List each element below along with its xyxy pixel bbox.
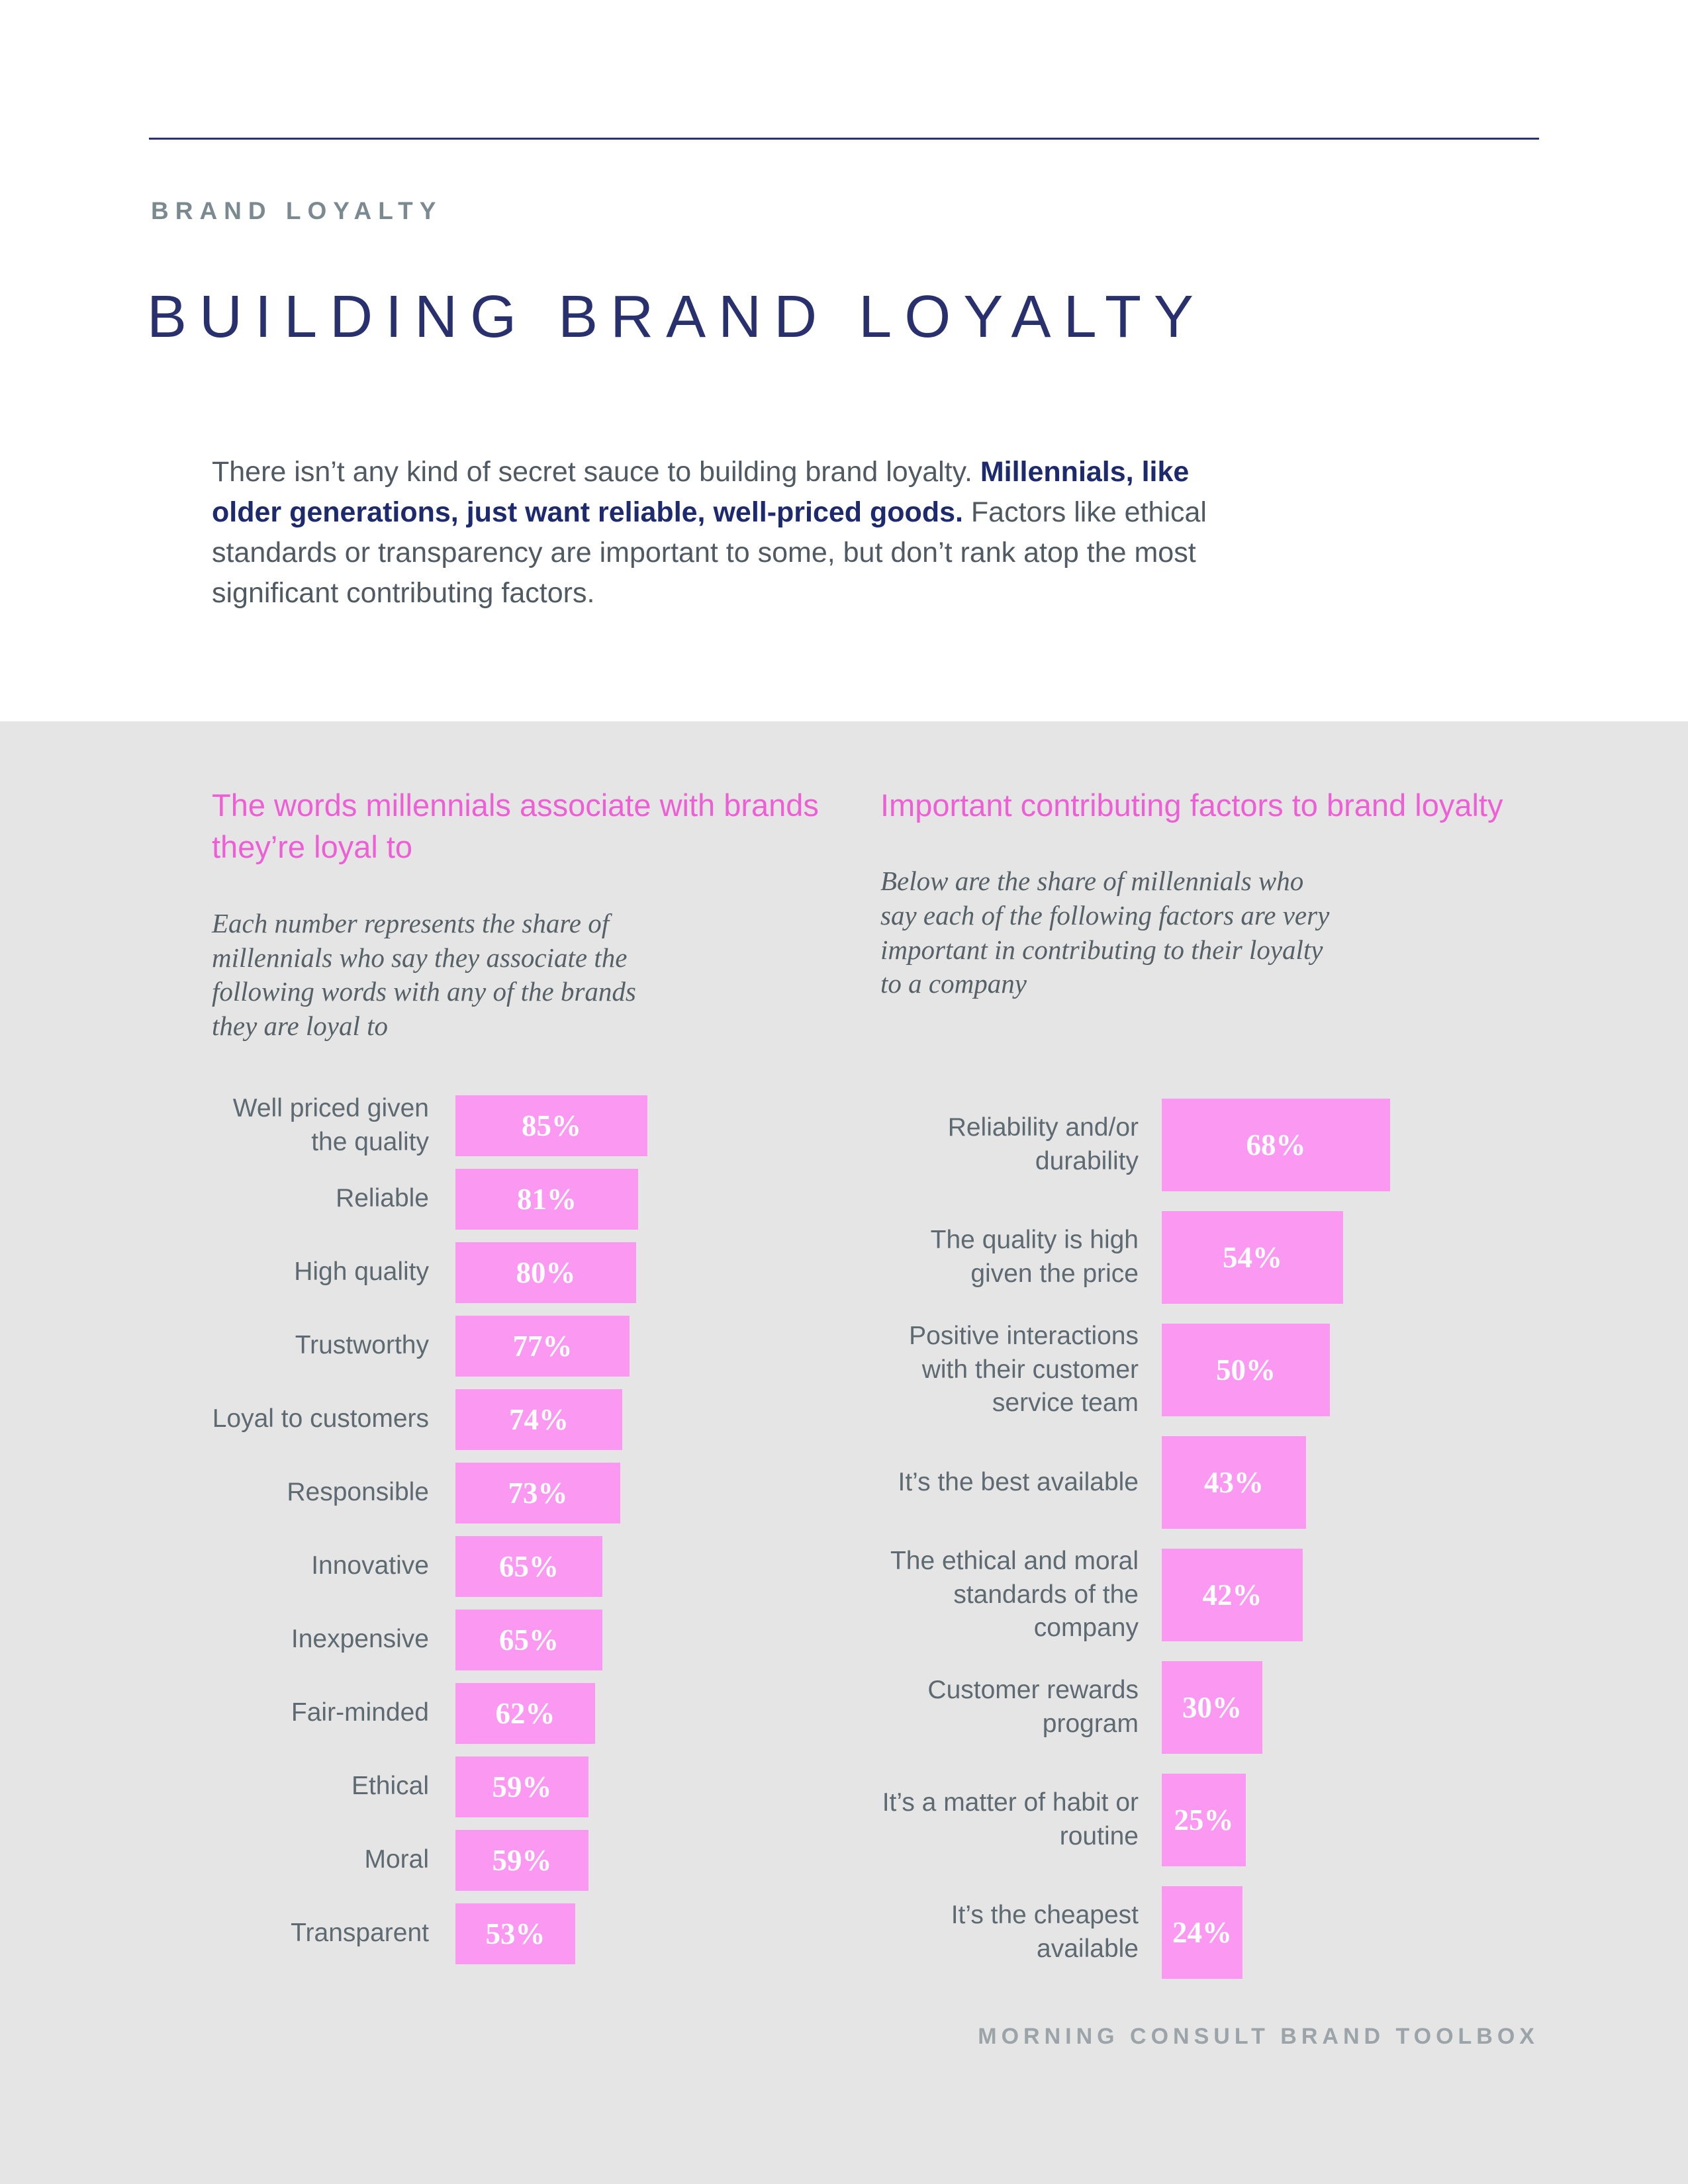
bar: 53% — [455, 1903, 575, 1964]
intro-text-2: Factors like ethical standards or transp… — [212, 496, 1207, 610]
bar-row: It’s a matter of habit or routine 25% — [880, 1764, 1562, 1876]
bar-row: Trustworthy 77% — [212, 1309, 847, 1383]
bar-row: Reliability and/or durability 68% — [880, 1089, 1562, 1201]
bar-category-label: Fair-minded — [291, 1698, 429, 1727]
bar: 74% — [455, 1388, 622, 1450]
bar-value-label: 85% — [522, 1109, 581, 1142]
bar-value-label: 59% — [492, 1770, 552, 1803]
bar-category-label: Well priced given the quality — [232, 1093, 429, 1156]
bar: 24% — [1162, 1886, 1243, 1979]
chart-title: Important contributing factors to brand … — [880, 788, 1503, 823]
intro-paragraph: There isn’t any kind of secret sauce to … — [212, 452, 1225, 614]
intro-text-bold: Millennials, like older generations, jus… — [212, 456, 1190, 529]
bar-row: The ethical and moral standards of the c… — [880, 1539, 1562, 1651]
bar-row: Reliable 81% — [212, 1162, 847, 1236]
bar-value-label: 54% — [1223, 1241, 1282, 1274]
bar-category-label: Reliable — [336, 1184, 429, 1213]
bar-category-label: Moral — [364, 1845, 429, 1874]
bar: 42% — [1162, 1549, 1303, 1641]
bar: 59% — [455, 1756, 588, 1817]
section-eyebrow: BRAND LOYALTY — [151, 197, 443, 224]
bar-row: Moral 59% — [212, 1823, 847, 1897]
bar-category-label: It’s the cheapest available — [951, 1901, 1139, 1963]
chart-section-background — [0, 721, 1688, 2184]
chart-subtitle: Below are the share of millennials who s… — [880, 866, 1330, 999]
bar: 85% — [455, 1095, 647, 1156]
bar-row: Fair-minded 62% — [212, 1676, 847, 1750]
bar: 73% — [455, 1462, 620, 1524]
bar-category-label: Loyal to customers — [212, 1404, 429, 1433]
bar: 81% — [455, 1168, 638, 1230]
bar-row: The quality is high given the price 54% — [880, 1201, 1562, 1314]
bar-rows: Reliability and/or durability 68% The qual… — [880, 1089, 1562, 1989]
bar-row: Transparent 53% — [212, 1897, 847, 1970]
bar-row: Innovative 65% — [212, 1529, 847, 1603]
bar-row: Well priced given the quality 85% — [212, 1089, 847, 1162]
bar: 62% — [455, 1682, 595, 1744]
bar-category-label: Inexpensive — [291, 1625, 429, 1654]
bar-value-label: 53% — [485, 1917, 545, 1950]
chart-title: The words millennials associate with bra… — [212, 788, 819, 865]
bar-row: Inexpensive 65% — [212, 1603, 847, 1676]
bar-value-label: 43% — [1204, 1466, 1264, 1499]
bar-value-label: 68% — [1246, 1128, 1306, 1161]
bar-value-label: 65% — [499, 1623, 559, 1657]
bar-value-label: 50% — [1216, 1353, 1276, 1387]
bar-value-label: 24% — [1172, 1916, 1232, 1949]
bar-category-label: High quality — [294, 1257, 429, 1287]
bar-row: Responsible 73% — [212, 1456, 847, 1529]
bar: 30% — [1162, 1661, 1262, 1754]
bar: 25% — [1162, 1774, 1246, 1866]
bar-category-label: Responsible — [287, 1478, 429, 1507]
header-divider — [149, 138, 1539, 140]
bar-value-label: 81% — [517, 1182, 577, 1216]
chart-subtitle: Each number represents the share of mill… — [212, 907, 636, 1041]
bar-value-label: 65% — [499, 1549, 559, 1583]
bar: 43% — [1162, 1436, 1306, 1529]
bar: 68% — [1162, 1099, 1390, 1191]
bar-category-label: Ethical — [351, 1772, 429, 1801]
bar-value-label: 25% — [1174, 1803, 1234, 1837]
bar-category-label: Customer rewards program — [927, 1676, 1139, 1738]
bar-row: Customer rewards program 30% — [880, 1651, 1562, 1764]
bar-value-label: 74% — [509, 1402, 569, 1436]
bar-row: It’s the best available 43% — [880, 1426, 1562, 1539]
bar-category-label: The ethical and moral standards of the c… — [890, 1546, 1139, 1643]
bar-category-label: Trustworthy — [295, 1331, 429, 1360]
chart-contributing-factors: Important contributing factors to brand … — [880, 784, 1562, 1979]
bar-value-label: 59% — [492, 1843, 552, 1877]
bar-category-label: It’s the best available — [898, 1467, 1139, 1496]
bar-category-label: It’s a matter of habit or routine — [882, 1788, 1139, 1850]
bar-value-label: 62% — [495, 1696, 555, 1730]
bar-category-label: Reliability and/or durability — [947, 1113, 1139, 1175]
bar-value-label: 73% — [508, 1476, 568, 1510]
bar: 80% — [455, 1242, 636, 1303]
bar: 65% — [455, 1535, 602, 1597]
bar-row: Positive interactions with their custome… — [880, 1314, 1562, 1426]
bar: 77% — [455, 1315, 630, 1377]
bar-row: Loyal to customers 74% — [212, 1383, 847, 1456]
intro-text-1: There isn’t any kind of secret sauce to … — [212, 456, 980, 488]
bar: 59% — [455, 1829, 588, 1891]
bar-row: It’s the cheapest available 24% — [880, 1876, 1562, 1989]
bar-value-label: 77% — [512, 1329, 573, 1363]
bar: 65% — [455, 1609, 602, 1670]
bar-category-label: Positive interactions with their custome… — [909, 1321, 1139, 1418]
bar-value-label: 80% — [516, 1255, 576, 1289]
bar-category-label: Innovative — [311, 1551, 429, 1580]
bar-rows: Well priced given the quality 85% Reliable… — [212, 1089, 847, 1970]
chart-words-associated: The words millennials associate with bra… — [212, 784, 847, 1964]
bar-row: High quality 80% — [212, 1236, 847, 1309]
bar-value-label: 30% — [1182, 1691, 1242, 1724]
bar-category-label: Transparent — [291, 1919, 429, 1948]
page-title: BUILDING BRAND LOYALTY — [147, 284, 1206, 351]
bar: 50% — [1162, 1324, 1330, 1416]
footer-branding: MORNING CONSULT BRAND TOOLBOX — [978, 2024, 1539, 2049]
bar-category-label: The quality is high given the price — [930, 1226, 1139, 1288]
bar-value-label: 42% — [1202, 1578, 1262, 1612]
bar-row: Ethical 59% — [212, 1750, 847, 1823]
bar: 54% — [1162, 1211, 1343, 1304]
